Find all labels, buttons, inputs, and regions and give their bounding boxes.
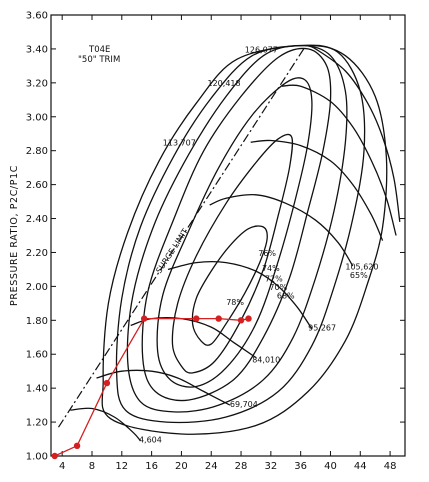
operating-point bbox=[215, 315, 222, 322]
y-axis-label: PRESSURE RATIO, P2C/P1C bbox=[9, 165, 20, 306]
plot-frame bbox=[50, 14, 406, 457]
y-tick-label: 1.00 bbox=[26, 452, 48, 463]
y-tick-label: 3.00 bbox=[26, 112, 48, 123]
speed-label: 126,077 bbox=[245, 45, 278, 54]
operating-point bbox=[245, 315, 252, 322]
operating-point bbox=[73, 442, 81, 450]
speed-label: 69,704 bbox=[230, 400, 258, 409]
efficiency-island bbox=[115, 44, 366, 424]
operating-point bbox=[193, 315, 200, 322]
x-tick-label: 44 bbox=[354, 461, 367, 472]
y-tick-label: 1.80 bbox=[26, 316, 48, 327]
speed-label: 113,707 bbox=[163, 139, 196, 148]
efficiency-island bbox=[191, 225, 268, 346]
operating-line bbox=[54, 317, 249, 457]
efficiency-label: 78% bbox=[226, 298, 244, 307]
x-tick-label: 20 bbox=[175, 461, 188, 472]
y-tick-label: 1.20 bbox=[26, 418, 48, 429]
efficiency-island bbox=[101, 44, 388, 435]
x-tick-label: 16 bbox=[145, 461, 158, 472]
speed-line bbox=[70, 407, 141, 442]
operating-point bbox=[103, 379, 111, 387]
efficiency-island bbox=[126, 44, 348, 413]
y-tick-label: 3.40 bbox=[26, 44, 48, 55]
speed-line bbox=[130, 317, 257, 359]
speed-line bbox=[250, 139, 384, 241]
speed-label: 84,010 bbox=[252, 356, 280, 365]
surge-limit-line bbox=[57, 45, 307, 428]
chart-subtitle: "50" TRIM bbox=[78, 55, 120, 65]
speed-line bbox=[281, 84, 397, 236]
y-tick-label: 2.40 bbox=[26, 214, 48, 225]
x-tick-label: 48 bbox=[384, 461, 397, 472]
speed-line bbox=[96, 369, 231, 406]
y-tick-label: 2.00 bbox=[26, 282, 48, 293]
chart-title: T04E bbox=[88, 45, 110, 55]
speed-label: 95,267 bbox=[308, 323, 336, 332]
efficiency-label: 65% bbox=[350, 271, 368, 280]
speed-line bbox=[167, 261, 313, 330]
x-tick-label: 12 bbox=[115, 461, 128, 472]
speed-label: 120,418 bbox=[208, 79, 241, 88]
operating-point bbox=[237, 317, 245, 324]
speed-label: 4,604 bbox=[139, 435, 162, 444]
x-tick-label: 40 bbox=[324, 461, 337, 472]
efficiency-island bbox=[141, 47, 332, 402]
y-tick-label: 2.60 bbox=[26, 180, 48, 191]
efficiency-label: 74% bbox=[262, 264, 280, 273]
efficiency-label: 76% bbox=[258, 249, 276, 258]
efficiency-label: 72% bbox=[265, 274, 283, 283]
operating-point bbox=[140, 315, 148, 322]
efficiency-label: 68% bbox=[277, 291, 295, 300]
operating-line-series bbox=[51, 315, 252, 460]
operating-point bbox=[51, 452, 58, 460]
x-tick-label: 4 bbox=[59, 461, 65, 472]
x-tick-label: 36 bbox=[294, 461, 307, 472]
efficiency-island bbox=[156, 77, 313, 388]
speed-lines: 126,077 120,418 113,707 105,620 95,267 84,010… bbox=[70, 44, 401, 444]
x-tick-label: 24 bbox=[205, 461, 218, 472]
y-tick-label: 3.60 bbox=[26, 11, 48, 22]
y-tick-label: 2.80 bbox=[26, 146, 48, 157]
efficiency-islands: 78%76%74%72%70%68%65% bbox=[101, 44, 388, 435]
x-tick-label: 32 bbox=[264, 461, 277, 472]
y-tick-label: 1.40 bbox=[26, 384, 48, 395]
x-tick-label: 28 bbox=[235, 461, 248, 472]
speed-line bbox=[209, 193, 354, 267]
y-tick-label: 3.20 bbox=[26, 78, 48, 89]
speed-line bbox=[305, 44, 401, 222]
x-tick-label: 8 bbox=[89, 461, 95, 472]
y-tick-label: 2.20 bbox=[26, 248, 48, 259]
efficiency-island bbox=[171, 133, 294, 374]
y-tick-label: 1.60 bbox=[26, 350, 48, 361]
speed-label: 105,620 bbox=[345, 262, 378, 271]
